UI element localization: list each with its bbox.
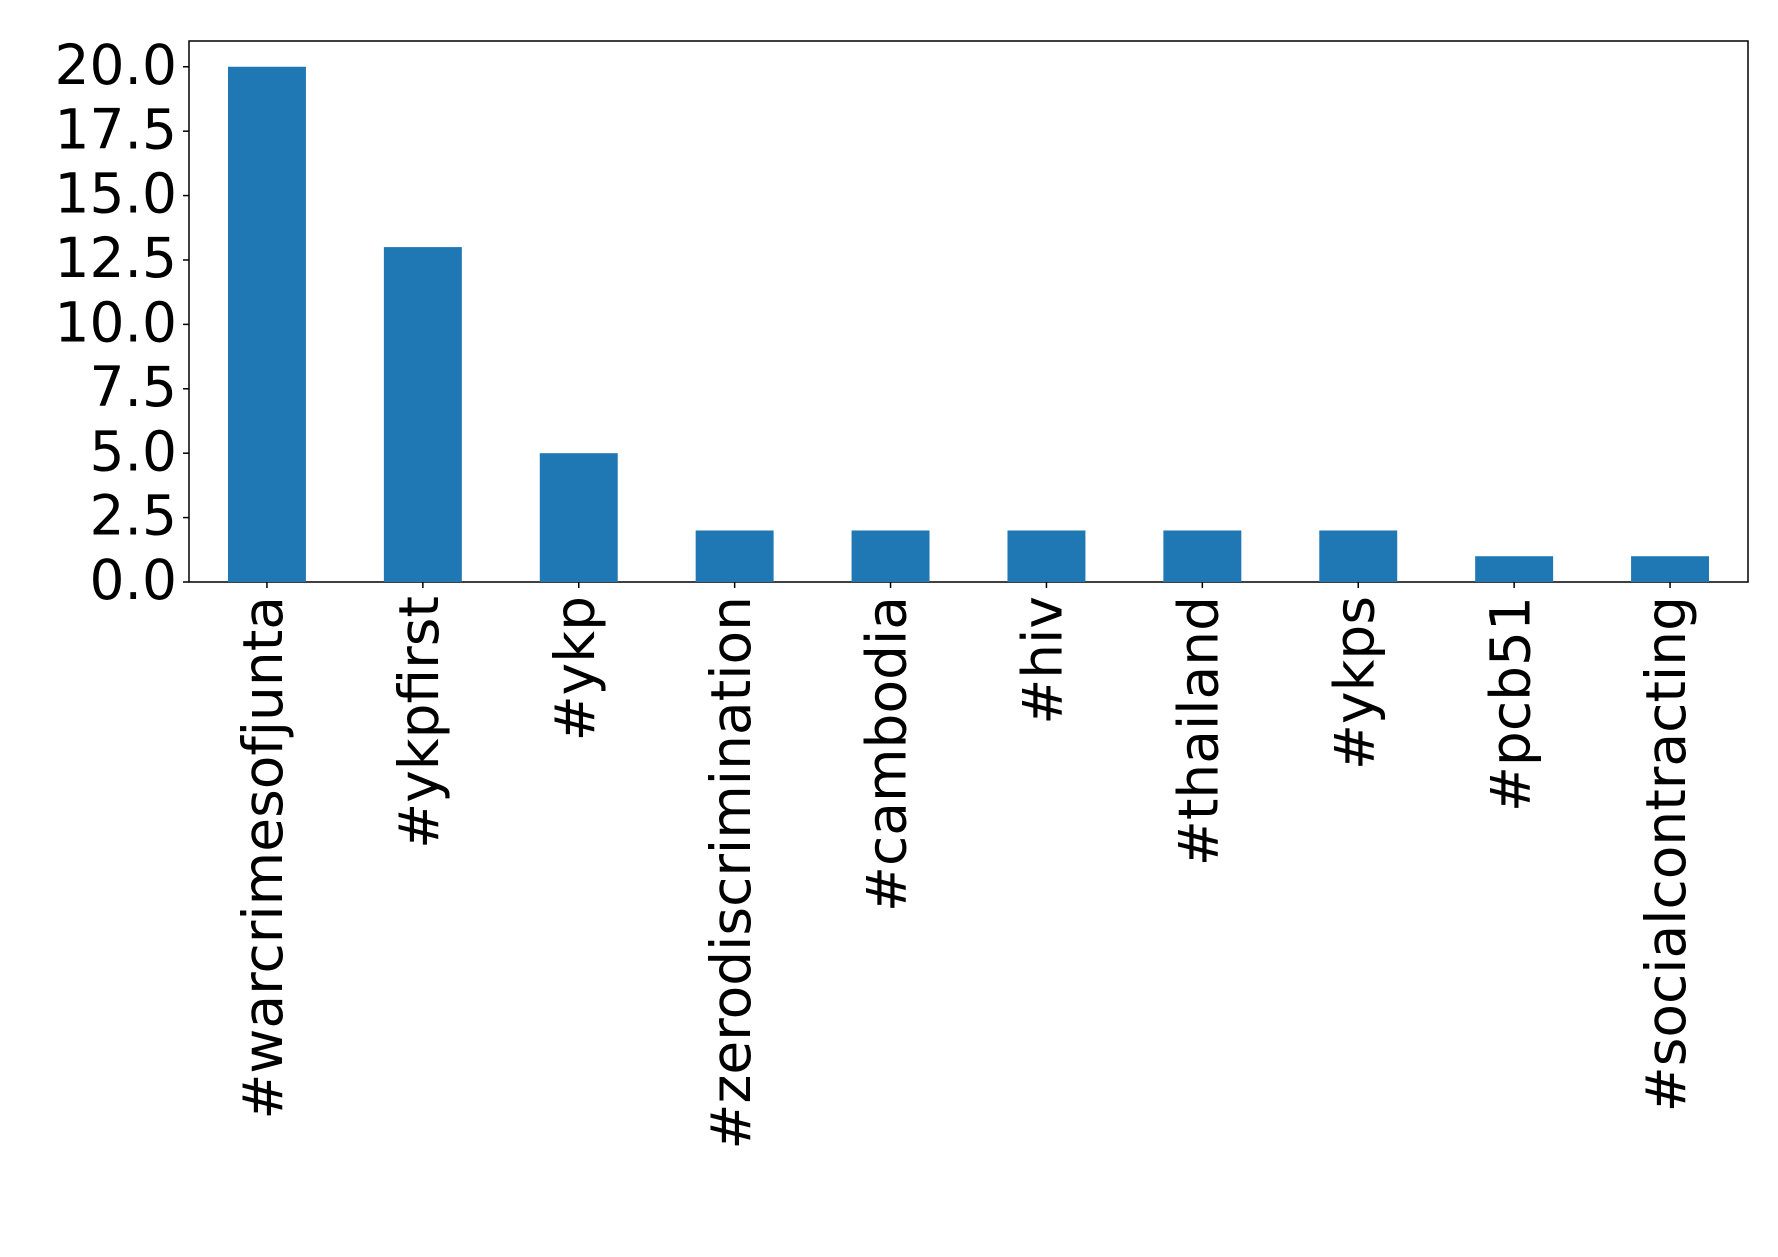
x-tick-label: #ykps [1322,596,1386,770]
y-tick-label: 12.5 [55,226,177,290]
bar [1007,530,1086,582]
y-tick-label: 15.0 [55,162,177,226]
bar [1631,556,1710,582]
x-tick-label: #socialcontracting [1634,596,1698,1112]
x-tick-label: #cambodia [855,596,919,912]
x-tick-label: #warcrimesofjunta [231,596,295,1120]
bar [695,530,774,582]
x-tick-label: #thailand [1166,596,1230,866]
y-tick-label: 5.0 [90,419,177,483]
x-tick-label: #hiv [1011,596,1075,725]
bar [1163,530,1242,582]
bar [539,453,618,582]
y-tick-label: 17.5 [55,97,177,161]
y-tick-label: 10.0 [55,291,177,355]
x-tick-label: #zerodiscrimination [699,596,763,1150]
y-tick-label: 20.0 [55,33,177,97]
bar [851,530,930,582]
bar [1475,556,1554,582]
x-tick-label: #ykpfirst [387,596,451,849]
y-tick-label: 7.5 [90,355,177,419]
bar [1319,530,1398,582]
y-tick-label: 0.0 [90,548,177,612]
x-tick-label: #ykp [543,596,607,741]
plot-frame [188,40,1749,583]
bar [227,66,306,582]
x-tick-label: #pcb51 [1478,596,1542,812]
y-tick-label: 2.5 [90,484,177,548]
bar [383,247,462,582]
